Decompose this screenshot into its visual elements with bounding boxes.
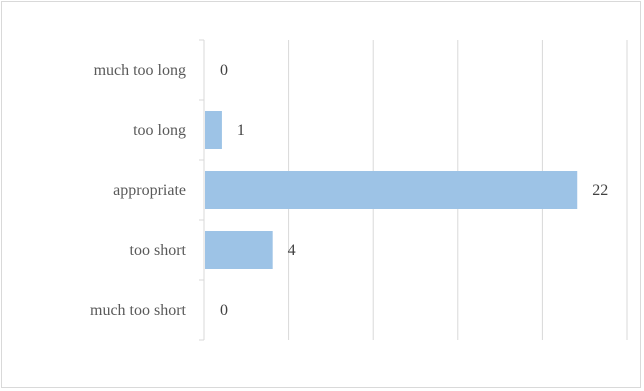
- data-label: 1: [237, 122, 245, 139]
- data-label: 22: [592, 182, 608, 199]
- bar: [205, 231, 273, 269]
- category-axis: [199, 39, 205, 341]
- bar: [205, 111, 222, 149]
- category-label: much too short: [90, 302, 187, 319]
- category-label: too long: [133, 122, 186, 139]
- category-label: much too long: [94, 62, 186, 79]
- data-label: 0: [220, 62, 228, 79]
- category-labels: much too long too long appropriate too shor…: [90, 62, 187, 319]
- data-labels: 0 1 22 4 0: [220, 62, 608, 319]
- category-label: too short: [130, 242, 187, 259]
- bars: [205, 111, 578, 269]
- bar: [205, 171, 578, 209]
- data-label: 4: [288, 242, 296, 259]
- data-label: 0: [220, 302, 228, 319]
- category-label: appropriate: [113, 182, 186, 199]
